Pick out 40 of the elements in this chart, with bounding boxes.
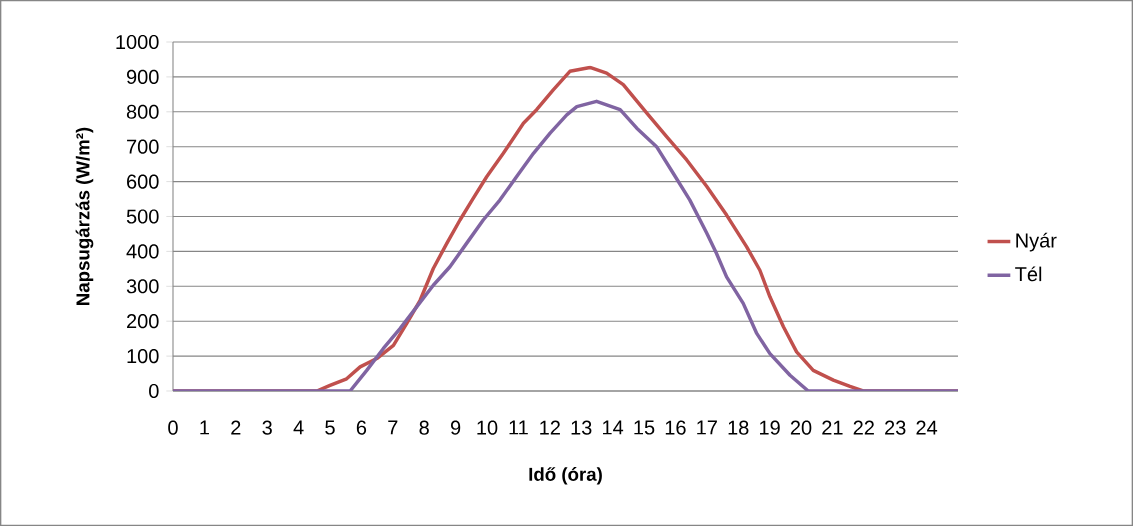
x-tick-label: 21 bbox=[822, 420, 843, 435]
y-tick-label: 1000 bbox=[116, 34, 159, 50]
x-tick-label: 10 bbox=[477, 420, 498, 435]
x-tick-label: 2 bbox=[231, 420, 241, 435]
x-tick-label: 15 bbox=[634, 420, 655, 435]
y-tick-label: 900 bbox=[126, 69, 159, 84]
legend-label: Tél bbox=[1015, 266, 1042, 282]
x-tick-label: 23 bbox=[885, 420, 906, 435]
x-tick-label: 14 bbox=[603, 420, 624, 435]
x-tick-label: 8 bbox=[419, 420, 429, 435]
x-tick-label: 18 bbox=[728, 420, 749, 435]
x-tick-label: 0 bbox=[168, 420, 178, 435]
y-tick-label: 300 bbox=[126, 279, 159, 294]
x-tick-label: 12 bbox=[540, 420, 560, 435]
x-tick-label: 11 bbox=[509, 420, 528, 435]
x-tick-label: 13 bbox=[571, 420, 592, 435]
legend-label: Nyár bbox=[1016, 232, 1057, 252]
x-tick-label: 24 bbox=[916, 420, 938, 435]
x-tick-label: 16 bbox=[665, 420, 686, 435]
x-tick-label: 7 bbox=[388, 420, 398, 435]
x-tick-label: 5 bbox=[325, 420, 335, 435]
y-axis-title: Napsugárzás (W/m²) bbox=[75, 127, 94, 305]
y-tick-label: 700 bbox=[127, 139, 159, 154]
x-axis-title: Idő (óra) bbox=[529, 467, 602, 485]
y-tick-label: 0 bbox=[149, 383, 159, 399]
y-tick-label: 800 bbox=[126, 104, 159, 119]
x-tick-label: 19 bbox=[760, 420, 780, 435]
x-tick-label: 20 bbox=[790, 420, 812, 435]
y-tick-label: 100 bbox=[127, 349, 159, 364]
y-tick-label: 200 bbox=[127, 314, 159, 329]
x-tick-label: 4 bbox=[293, 420, 304, 435]
x-tick-label: 3 bbox=[262, 420, 272, 435]
x-tick-label: 1 bbox=[200, 420, 209, 435]
x-tick-label: 22 bbox=[853, 420, 874, 435]
x-tick-label: 17 bbox=[697, 420, 717, 435]
y-tick-label: 500 bbox=[126, 209, 159, 224]
y-tick-label: 400 bbox=[126, 244, 159, 259]
y-tick-label: 600 bbox=[127, 174, 159, 189]
x-tick-label: 6 bbox=[356, 420, 367, 435]
x-tick-label: 9 bbox=[450, 420, 461, 435]
